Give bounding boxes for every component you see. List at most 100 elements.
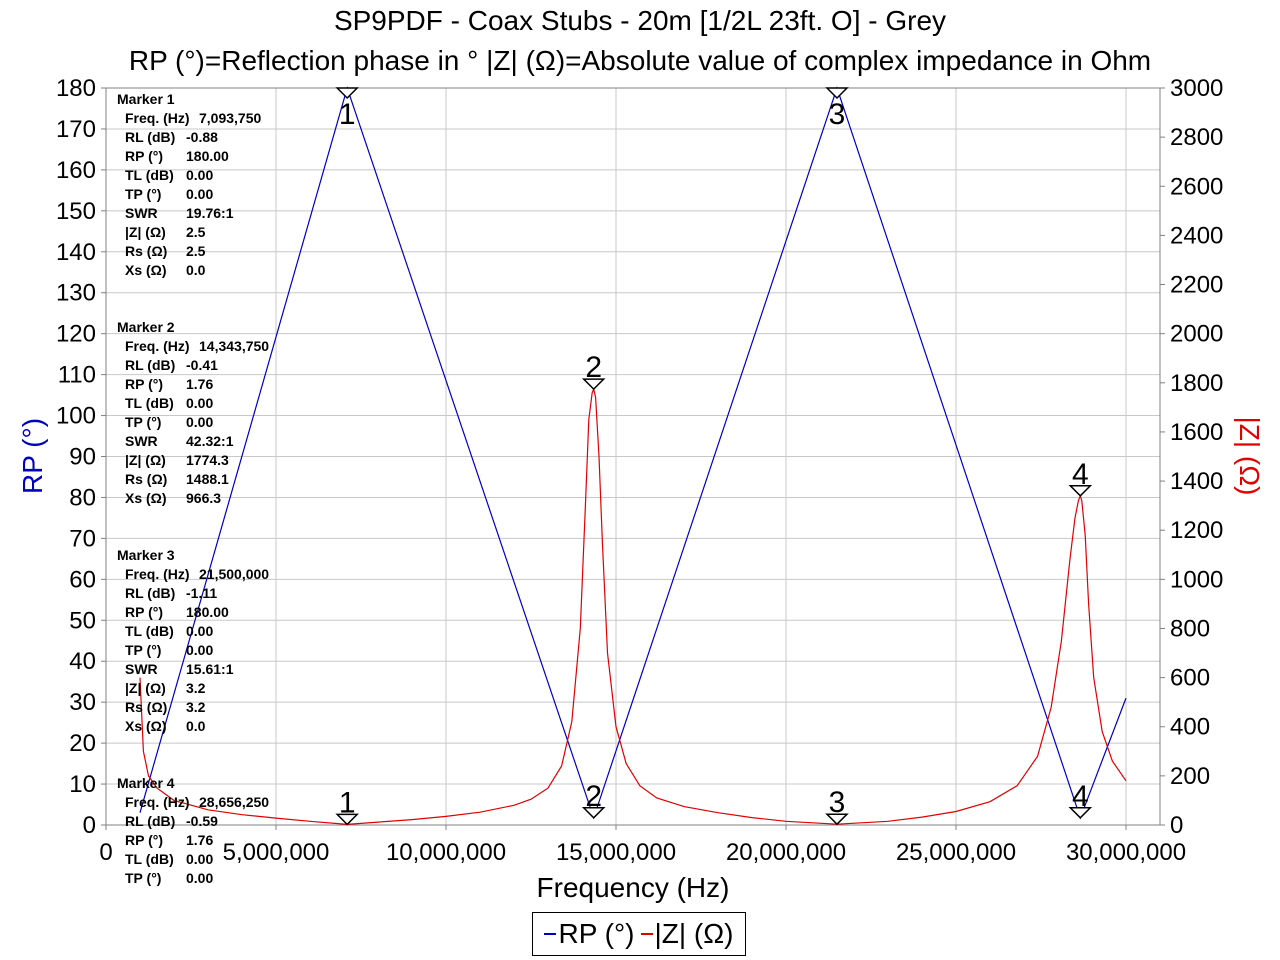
marker-panel-value: 0.0 — [186, 262, 206, 278]
marker-panel-value: 180.00 — [186, 604, 229, 620]
marker-panel-value: 19.76:1 — [186, 205, 234, 221]
y-left-tick-label-15: 150 — [56, 198, 96, 225]
marker-panel-key: Xs (Ω) — [125, 490, 167, 506]
y-right-tick-label-8: 1600 — [1170, 419, 1223, 446]
x-tick-label-1: 5,000,000 — [223, 839, 330, 866]
marker-panel-value: -0.88 — [186, 129, 218, 145]
y-right-tick-label-12: 2400 — [1170, 222, 1223, 249]
marker-panel-key: Xs (Ω) — [125, 262, 167, 278]
marker-panel-key: Freq. (Hz) — [125, 566, 190, 582]
marker-panel-title-4: Marker 4 — [117, 775, 175, 791]
y-left-tick-label-17: 170 — [56, 116, 96, 143]
marker-panel-value: 2.5 — [186, 224, 206, 240]
marker-panel-value: 42.32:1 — [186, 433, 234, 449]
marker-panel-key: RL (dB) — [125, 813, 175, 829]
marker-panel-title-3: Marker 3 — [117, 547, 175, 563]
y-left-tick-label-8: 80 — [69, 484, 96, 511]
marker-panel-value: 28,656,250 — [199, 794, 269, 810]
y-left-tick-label-3: 30 — [69, 689, 96, 716]
marker-1-z-label: 1 — [339, 786, 356, 819]
y-right-tick-label-2: 400 — [1170, 714, 1210, 741]
marker-4-z-icon — [1068, 485, 1093, 497]
x-tick-label-4: 20,000,000 — [726, 839, 846, 866]
y-left-axis-label: RP (°) — [17, 418, 48, 494]
marker-info-panel: Marker 1 Freq. (Hz) 7,093,750 RL (dB) -0.88 R… — [117, 91, 269, 886]
marker-panel-key: Freq. (Hz) — [125, 110, 190, 126]
marker-panel-title-2: Marker 2 — [117, 319, 175, 335]
marker-panel-value: 1488.1 — [186, 471, 229, 487]
marker-panel-key: RP (°) — [125, 148, 163, 164]
x-tick-label-6: 30,000,000 — [1066, 839, 1186, 866]
y-right-axis-label: |Z| (Ω) — [1234, 416, 1265, 495]
y-left-tick-label-7: 70 — [69, 525, 96, 552]
marker-panel-key: RL (dB) — [125, 585, 175, 601]
marker-panel-key: TP (°) — [125, 642, 161, 658]
marker-panel-key: Freq. (Hz) — [125, 338, 190, 354]
marker-panel-key: |Z| (Ω) — [125, 224, 166, 240]
legend-swatch-z — [640, 933, 653, 935]
marker-panel-value: -0.41 — [186, 357, 218, 373]
legend-label-z: |Z| (Ω) — [654, 918, 734, 949]
marker-panel-key: SWR — [125, 661, 158, 677]
series-line-rp — [139, 85, 1127, 820]
marker-panel-key: TL (dB) — [125, 167, 174, 183]
y-left-tick-label-5: 50 — [69, 607, 96, 634]
marker-panel-key: TP (°) — [125, 414, 161, 430]
legend-swatch-rp — [544, 933, 557, 935]
marker-panel-key: TP (°) — [125, 186, 161, 202]
y-right-tick-label-10: 2000 — [1170, 321, 1223, 348]
y-right-tick-label-13: 2600 — [1170, 173, 1223, 200]
marker-3-z-icon — [825, 813, 849, 826]
marker-panel-key: TL (dB) — [125, 623, 174, 639]
marker-panel-key: |Z| (Ω) — [125, 680, 166, 696]
x-axis-label: Frequency (Hz) — [537, 872, 730, 903]
marker-panel-key: Rs (Ω) — [125, 471, 167, 487]
marker-panel-key: RL (dB) — [125, 357, 175, 373]
y-right-tick-label-15: 3000 — [1170, 75, 1223, 102]
marker-panel-value: 15.61:1 — [186, 661, 234, 677]
series-lines — [139, 85, 1127, 826]
marker-3-rp-label: 3 — [829, 98, 846, 131]
marker-2-z-label: 2 — [585, 351, 602, 384]
marker-panel-value: 0.00 — [186, 186, 213, 202]
marker-4-z-label: 4 — [1072, 458, 1089, 491]
marker-panel-value: 1.76 — [186, 376, 213, 392]
y-left-tick-label-11: 110 — [58, 362, 96, 389]
marker-1-z-icon — [335, 813, 359, 826]
y-right-tick-label-7: 1400 — [1170, 468, 1223, 495]
grid-lines — [105, 87, 1160, 826]
marker-2-rp-label: 2 — [585, 780, 602, 813]
marker-panel-title-1: Marker 1 — [117, 91, 175, 107]
marker-panel-value: 0.00 — [186, 851, 213, 867]
marker-1-rp-icon — [335, 87, 359, 100]
marker-panel-key: RP (°) — [125, 604, 163, 620]
y-left-tick-label-9: 90 — [69, 444, 96, 471]
marker-panel-key: TL (dB) — [125, 395, 174, 411]
y-right-tick-label-11: 2200 — [1170, 272, 1223, 299]
marker-panel-value: 2.5 — [186, 243, 206, 259]
marker-panel-value: 180.00 — [186, 148, 229, 164]
chart-subtitle: RP (°)=Reflection phase in ° |Z| (Ω)=Abs… — [128, 45, 1152, 76]
marker-1-rp-label: 1 — [339, 98, 356, 131]
marker-panel-value: -1.11 — [186, 585, 217, 601]
legend-label-rp: RP (°) — [558, 918, 635, 949]
y-right-tick-label-9: 1800 — [1170, 370, 1223, 397]
marker-panel-value: 1774.3 — [186, 452, 229, 468]
marker-panel-value: 0.00 — [186, 623, 213, 639]
marker-panel-value: 3.2 — [186, 699, 206, 715]
marker-panel-key: |Z| (Ω) — [125, 452, 166, 468]
marker-3-z-label: 3 — [829, 786, 846, 819]
marker-panel-key: Xs (Ω) — [125, 718, 167, 734]
y-right-axis-ticks: 0 200 400 600 800 1000 1200 1400 1600 1800 2000 220… — [1160, 75, 1223, 839]
marker-panel-key: Freq. (Hz) — [125, 794, 190, 810]
marker-2-z-icon — [581, 378, 606, 391]
marker-panel-value: 0.00 — [186, 642, 213, 658]
marker-panel-key: RP (°) — [125, 376, 163, 392]
marker-panel-value: 3.2 — [186, 680, 206, 696]
marker-panel-key: TP (°) — [125, 870, 161, 886]
y-left-tick-label-16: 160 — [56, 157, 96, 184]
y-left-tick-label-13: 130 — [56, 280, 96, 307]
y-right-tick-label-1: 200 — [1170, 763, 1210, 790]
marker-panel-key: Rs (Ω) — [125, 699, 167, 715]
